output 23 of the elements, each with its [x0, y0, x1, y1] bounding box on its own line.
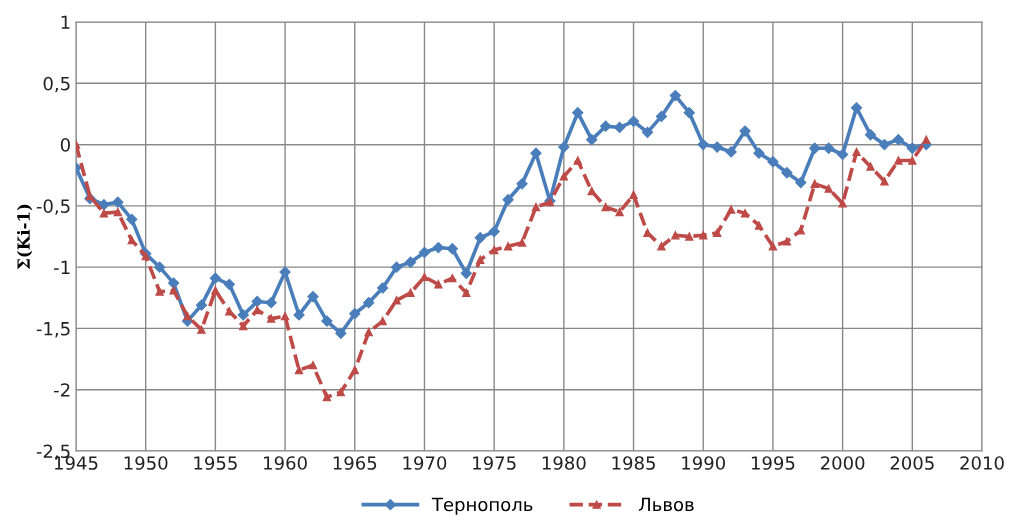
y-tick-label: 0,5: [43, 76, 70, 93]
x-tick-label: 1985: [612, 456, 655, 470]
x-tick-label: 1955: [194, 456, 237, 470]
legend-label: Львов: [638, 497, 694, 512]
x-tick-label: 2010: [960, 456, 1004, 470]
x-tick-label: 1965: [333, 456, 377, 470]
y-tick-label: -0,5: [36, 199, 70, 215]
x-tick-label: 2005: [890, 456, 934, 470]
y-tick-label: 0: [60, 138, 70, 152]
y-axis-title: Σ(Ki-1): [17, 204, 33, 270]
x-tick-label: 1950: [124, 456, 168, 470]
x-tick-label: 1960: [264, 456, 307, 470]
x-tick-label: 1975: [473, 456, 516, 470]
x-tick-label: 1990: [682, 456, 726, 470]
x-tick-label: 1995: [751, 456, 795, 470]
y-tick-label: 1: [61, 15, 70, 29]
x-tick-label: 1980: [542, 456, 586, 470]
y-tick-label: -2: [54, 383, 70, 397]
x-tick-label: 2000: [820, 456, 865, 470]
y-tick-label: -1,5: [36, 322, 70, 338]
x-tick-label: 1970: [403, 456, 447, 470]
y-tick-label: -1: [54, 260, 70, 274]
legend-label: Тернополь: [431, 497, 533, 515]
